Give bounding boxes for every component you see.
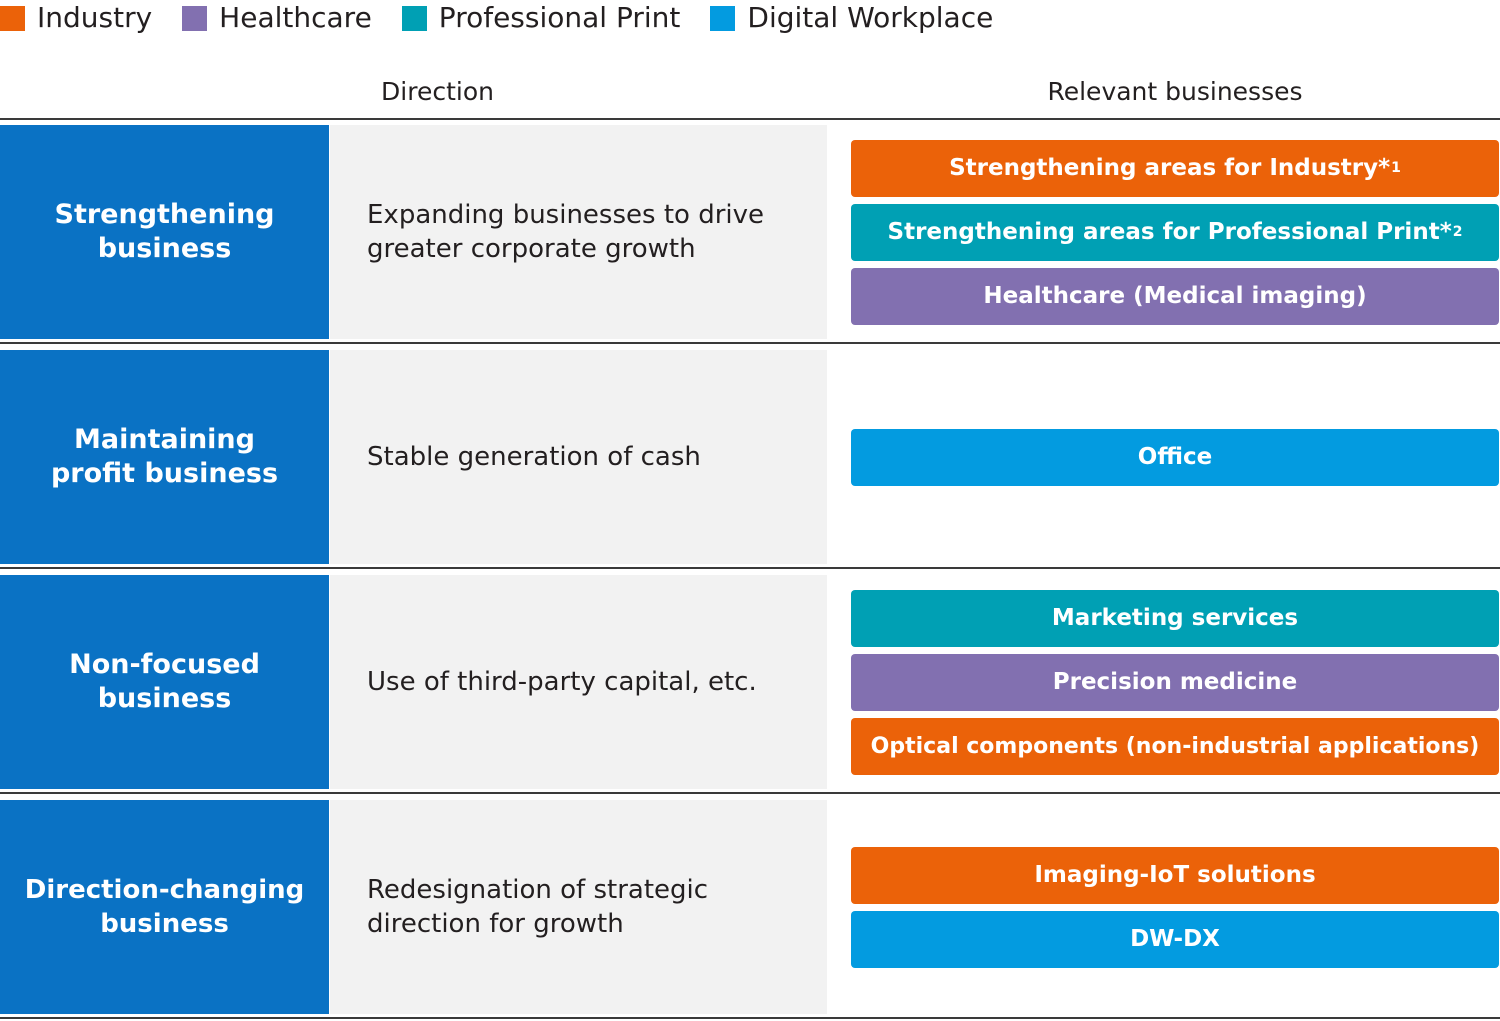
business-label: Imaging-IoT solutions xyxy=(1034,862,1316,888)
business-label: DW-DX xyxy=(1130,926,1220,952)
business-bar: Strengthening areas for Industry* 1 xyxy=(851,139,1499,197)
row-non-focused-business: Non-focused business Use of third-party … xyxy=(0,575,1500,789)
legend-swatch-industry xyxy=(0,5,25,31)
legend-label: Digital Workplace xyxy=(747,1,994,34)
direction-cell: Stable generation of cash xyxy=(330,350,827,564)
business-bar: Strengthening areas for Professional Pri… xyxy=(851,203,1499,261)
category-cell: Non-focused business xyxy=(0,575,329,789)
category-label: Direction-changing business xyxy=(24,875,305,939)
direction-cell: Redesignation of strategic direction for… xyxy=(330,800,827,1014)
legend-swatch-digital-workplace xyxy=(710,5,736,31)
legend-label: Industry xyxy=(37,1,153,34)
direction-label: Use of third-party capital, etc. xyxy=(367,667,757,697)
businesses-list: Imaging-IoT solutions DW-DX xyxy=(851,800,1499,1014)
direction-cell: Use of third-party capital, etc. xyxy=(330,575,827,789)
row-divider xyxy=(0,1017,1500,1019)
business-label: Strengthening areas for Professional Pri… xyxy=(887,219,1452,245)
category-label: Maintaining profit business xyxy=(50,424,279,489)
business-label: Optical components (non-industrial appli… xyxy=(870,733,1480,759)
footnote-marker: 2 xyxy=(1452,224,1463,240)
legend-swatch-healthcare xyxy=(182,5,208,31)
legend-item-digital-workplace: Digital Workplace xyxy=(710,0,993,36)
row-strengthening-business: Strengthening business Expanding busines… xyxy=(0,125,1500,339)
row-divider xyxy=(0,792,1500,794)
business-label: Marketing services xyxy=(1051,605,1299,631)
direction-label: Stable generation of cash xyxy=(367,442,701,472)
business-label: Office xyxy=(1137,444,1213,470)
row-divider xyxy=(0,567,1500,569)
column-header-direction: Direction xyxy=(381,77,494,106)
businesses-list: Strengthening areas for Industry* 1 Stren… xyxy=(851,125,1499,339)
category-cell: Strengthening business xyxy=(0,125,329,339)
legend: Industry Healthcare Professional Print D… xyxy=(0,0,1023,36)
legend-item-healthcare: Healthcare xyxy=(182,0,372,36)
category-cell: Maintaining profit business xyxy=(0,350,329,564)
column-header-relevant-businesses: Relevant businesses xyxy=(1047,77,1303,106)
row-maintaining-profit-business: Maintaining profit business Stable gener… xyxy=(0,350,1500,564)
business-bar: Healthcare (Medical imaging) xyxy=(851,267,1499,325)
business-bar: DW-DX xyxy=(851,910,1499,968)
legend-item-industry: Industry xyxy=(0,0,152,36)
business-label: Strengthening areas for Industry* xyxy=(949,155,1391,181)
legend-label: Professional Print xyxy=(438,1,681,34)
legend-label: Healthcare xyxy=(219,1,372,34)
legend-item-professional-print: Professional Print xyxy=(401,0,681,36)
direction-label: Expanding businesses to drive greater co… xyxy=(367,200,764,264)
businesses-list: Marketing services Precision medicine Op… xyxy=(851,575,1499,789)
business-label: Precision medicine xyxy=(1052,669,1298,695)
legend-swatch-professional-print xyxy=(401,5,427,31)
category-label: Strengthening business xyxy=(54,199,275,264)
business-bar: Precision medicine xyxy=(851,653,1499,711)
business-bar: Marketing services xyxy=(851,589,1499,647)
business-bar: Optical components (non-industrial appli… xyxy=(851,717,1499,775)
business-bar: Office xyxy=(851,428,1499,486)
row-direction-changing-business: Direction-changing business Redesignatio… xyxy=(0,800,1500,1014)
header-divider xyxy=(0,118,1500,120)
business-bar: Imaging-IoT solutions xyxy=(851,846,1499,904)
footnote-marker: 1 xyxy=(1391,160,1401,176)
businesses-list: Office xyxy=(851,350,1499,564)
direction-cell: Expanding businesses to drive greater co… xyxy=(330,125,827,339)
row-divider xyxy=(0,342,1500,344)
category-label: Non-focused business xyxy=(69,649,260,714)
direction-label: Redesignation of strategic direction for… xyxy=(367,875,709,939)
business-label: Healthcare (Medical imaging) xyxy=(983,283,1367,309)
category-cell: Direction-changing business xyxy=(0,800,329,1014)
